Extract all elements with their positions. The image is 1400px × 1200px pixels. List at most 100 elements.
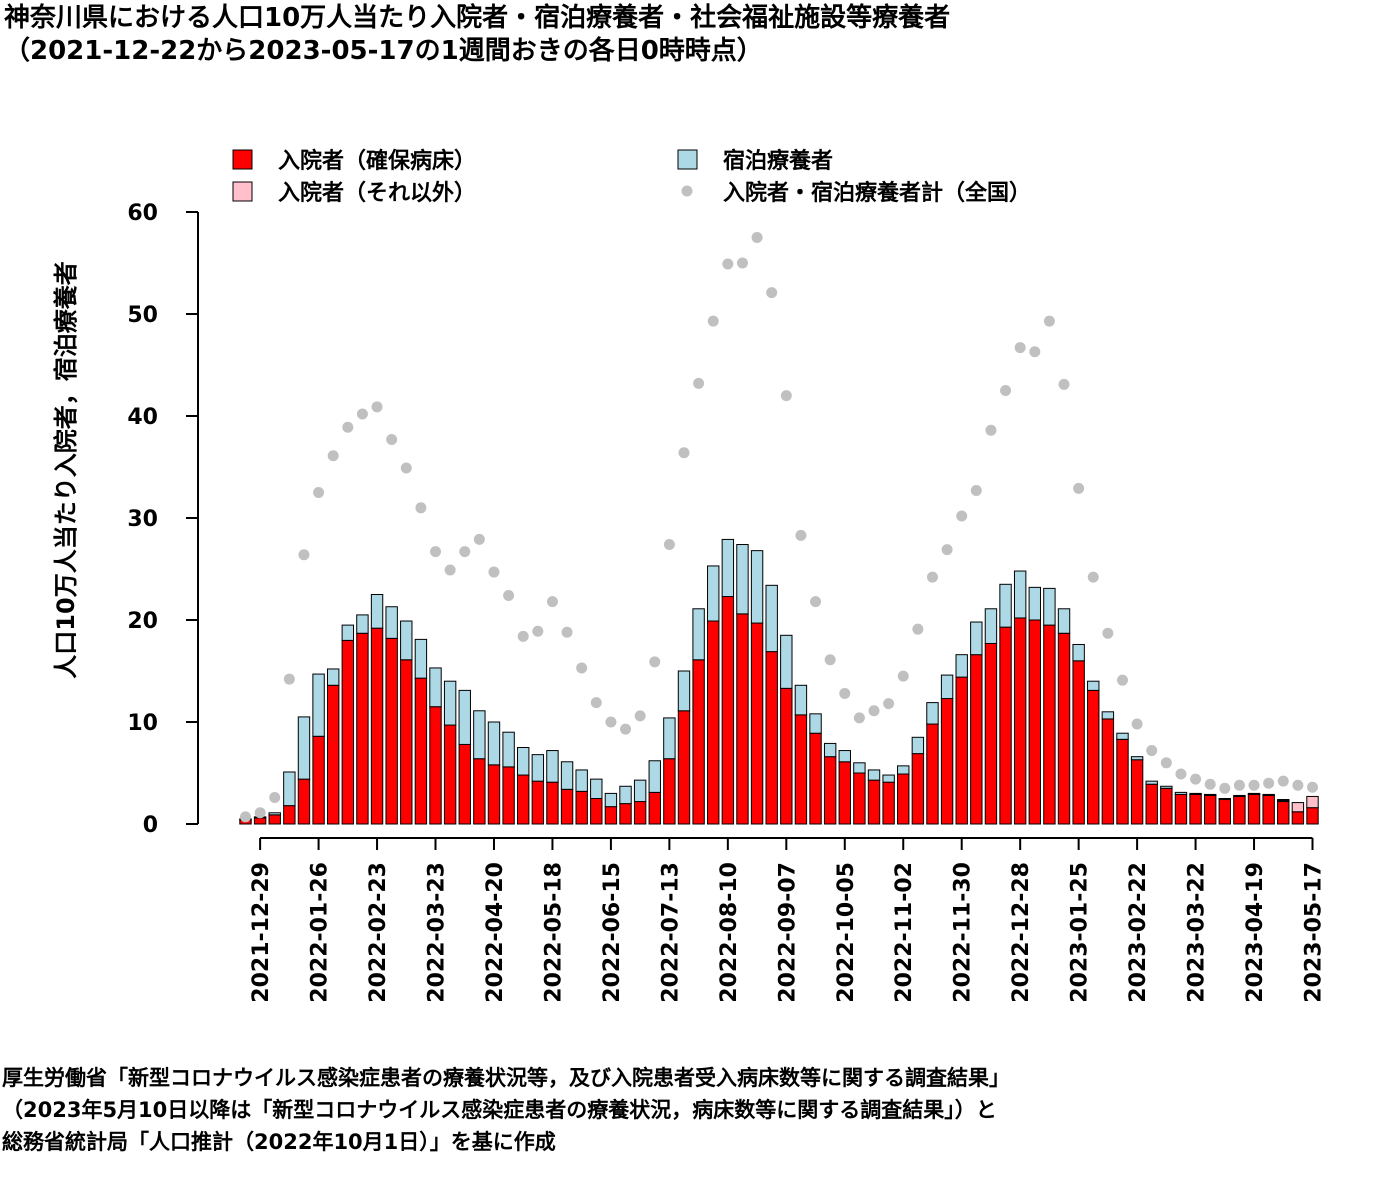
source-line-2: （2023年5月10日以降は「新型コロナウイルス感染症患者の療養状況，病床数等に…	[2, 1098, 997, 1122]
bar-segment	[1247, 793, 1261, 825]
national-point	[780, 390, 792, 402]
bar-segment	[940, 698, 954, 825]
bar-segment	[692, 608, 705, 661]
bar-segment	[312, 735, 325, 825]
bar-segment	[780, 687, 793, 825]
source-line-3: 総務省統計局「人口推計（2022年10月1日）」を基に作成	[2, 1130, 556, 1154]
national-point	[663, 539, 675, 551]
points	[240, 232, 1318, 823]
national-point	[400, 462, 412, 474]
national-point	[327, 450, 339, 462]
national-point	[590, 697, 602, 709]
bar-segment	[1203, 794, 1217, 825]
national-point	[1204, 778, 1216, 790]
bar-segment	[1203, 793, 1217, 796]
bar-segment	[1130, 759, 1144, 825]
bar-segment	[531, 754, 545, 782]
x-tick-label: 2023-03-22	[1185, 862, 1210, 1003]
bar-segment	[750, 550, 764, 624]
bar-segment	[370, 627, 384, 825]
national-point	[356, 408, 368, 420]
bar-segment	[385, 637, 398, 825]
national-point	[678, 447, 690, 459]
bar-segment	[794, 714, 808, 825]
national-point	[1029, 346, 1041, 358]
x-tick-label: 2022-05-18	[541, 862, 566, 1003]
x-tick-label: 2022-03-23	[425, 862, 450, 1003]
bar-segment	[955, 654, 968, 678]
bar-segment	[823, 756, 837, 825]
national-point	[1307, 781, 1318, 793]
bar-segment	[809, 713, 822, 734]
national-point	[313, 487, 325, 498]
bar-segment	[619, 803, 632, 825]
bar-segment	[1160, 785, 1173, 789]
national-point	[488, 566, 500, 578]
national-point	[824, 654, 836, 666]
bar-segment	[853, 762, 866, 774]
bar-segment	[487, 764, 501, 825]
bar-segment	[356, 632, 369, 825]
bar-segment	[721, 538, 735, 598]
x-tick-label: 2022-07-13	[658, 862, 683, 1003]
national-point	[254, 807, 266, 819]
bar-segment	[970, 621, 983, 656]
bar-segment	[1116, 738, 1129, 825]
bar-segment	[677, 670, 691, 712]
x-tick-label: 2022-10-05	[834, 862, 859, 1003]
bar-segment	[546, 781, 559, 825]
national-point	[693, 377, 705, 389]
national-point	[415, 502, 427, 514]
x-tick-label: 2022-09-07	[775, 862, 800, 1003]
national-point	[956, 510, 968, 522]
national-point	[1277, 775, 1289, 787]
title-line-1: 神奈川県における人口10万人当たり入院者・宿泊療養者・社会福祉施設等療養者	[4, 3, 951, 33]
x-tick-label: 2022-12-28	[1009, 862, 1034, 1003]
bar-segment	[1233, 795, 1246, 825]
national-point	[985, 424, 997, 436]
bar-segment	[970, 654, 983, 825]
bar-segment	[253, 817, 267, 825]
national-point	[1160, 757, 1172, 769]
x-tick-label: 2022-06-15	[600, 862, 625, 1003]
bar-segment	[604, 806, 618, 825]
legend-swatch	[232, 181, 253, 202]
bar-segment	[429, 667, 442, 708]
bar-segment	[341, 639, 355, 825]
bar-segment	[721, 596, 735, 825]
bar-segment	[1087, 689, 1100, 825]
y-tick-label: 0	[143, 813, 158, 838]
bar-segment	[1116, 732, 1129, 740]
bar-segment	[867, 779, 881, 825]
bar-segment	[1043, 587, 1056, 626]
bar-segment	[838, 750, 851, 763]
bar-segment	[517, 747, 530, 776]
bar-segment	[882, 774, 895, 783]
national-point	[532, 625, 544, 637]
y-tick-label: 30	[127, 507, 158, 532]
bar-segment	[487, 721, 501, 766]
bar-segment	[268, 812, 281, 816]
bar-segment	[663, 717, 676, 760]
national-point	[1043, 315, 1055, 327]
national-point	[605, 716, 617, 728]
bar-segment	[502, 766, 515, 825]
source-line-1: 厚生労働省「新型コロナウイルス感染症患者の療養状況等，及び入院患者受入病床数等に…	[2, 1066, 1010, 1090]
national-point	[459, 546, 471, 558]
bar-segment	[648, 760, 661, 793]
bar-segment	[926, 702, 939, 725]
national-point	[1233, 779, 1245, 791]
bar-segment	[736, 613, 749, 825]
bar-segment	[750, 622, 764, 825]
bar-segment	[458, 743, 471, 825]
bar-segment	[312, 673, 325, 737]
bar-segment	[794, 684, 808, 716]
bar-segment	[575, 769, 588, 792]
bar-segment	[1291, 802, 1305, 813]
bar-segment	[341, 624, 355, 641]
national-point	[751, 232, 763, 243]
bar-segment	[546, 750, 559, 783]
bar-segment	[911, 753, 925, 825]
source-note: 厚生労働省「新型コロナウイルス感染症患者の療養状況等，及び入院患者受入病床数等に…	[2, 1062, 1010, 1158]
